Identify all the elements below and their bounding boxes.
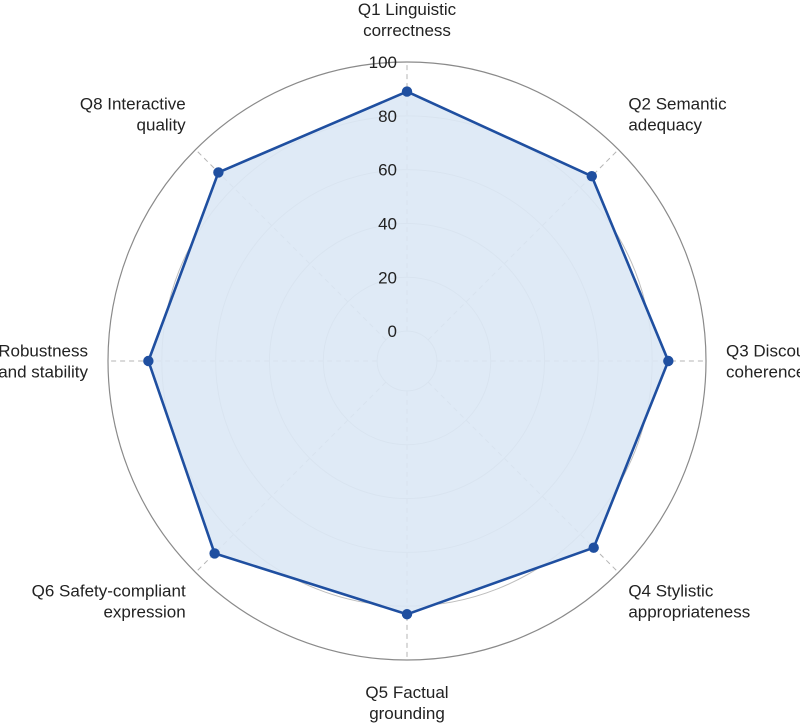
grid-ring-100 [107,61,707,661]
axis-label-q4: Q4 Stylistic appropriateness [628,581,750,621]
axis-label-q1-line-2: correctness [363,21,451,40]
data-area-layer [147,90,670,616]
data-point-q7 [143,355,154,367]
axis-label-q8-line-1: Q8 Interactive [80,95,186,114]
axis-label-q5-line-1: Q5 Factual [365,683,448,702]
axis-label-q2-line-2: adequacy [628,116,702,135]
tick-label-40: 40 [378,214,397,233]
axis-label-q1-line-1: Q1 Linguistic [358,0,457,19]
axis-label-q6-line-1: Q6 Safety-compliant [32,581,186,600]
axis-label-q6-line-2: expression [103,602,185,621]
radial-tick-labels: 0 20 40 60 80 100 [369,53,397,341]
axis-label-q2-line-1: Q2 Semantic [628,95,727,114]
axis-label-q8: Q8 Interactive quality [80,95,186,135]
tick-label-60: 60 [378,161,397,180]
data-point-q8 [213,167,224,178]
data-point-q1 [401,86,413,97]
data-point-q3 [663,355,674,367]
tick-label-20: 20 [378,268,397,287]
data-point-q4 [588,542,599,553]
data-points [143,86,674,620]
series-area [147,90,670,616]
axis-label-q7-line-2: and stability [0,363,88,382]
data-point-q2 [586,171,597,182]
axis-label-q3: Q3 Discourse coherence [726,342,800,382]
axis-label-q3-line-1: Q3 Discourse [726,342,800,361]
tick-label-0: 0 [388,322,397,341]
axis-label-q6: Q6 Safety-compliant expression [32,581,186,621]
data-point-q5 [401,609,413,620]
axis-label-q5-line-2: grounding [369,704,445,723]
axis-label-q2: Q2 Semantic adequacy [628,95,727,135]
axis-label-q1: Q1 Linguistic correctness [358,0,457,40]
axis-label-q4-line-2: appropriateness [628,602,750,621]
axis-label-q5: Q5 Factual grounding [365,683,448,723]
axis-label-q8-line-2: quality [137,116,187,135]
tick-label-100: 100 [369,53,397,72]
axis-label-q3-line-2: coherence [726,363,800,382]
tick-label-80: 80 [378,107,397,126]
axis-label-q7-line-1: Q7 Robustness [0,342,88,361]
axis-label-q4-line-1: Q4 Stylistic [628,581,714,600]
axis-label-q7: Q7 Robustness and stability [0,342,88,382]
data-point-q6 [209,548,220,559]
